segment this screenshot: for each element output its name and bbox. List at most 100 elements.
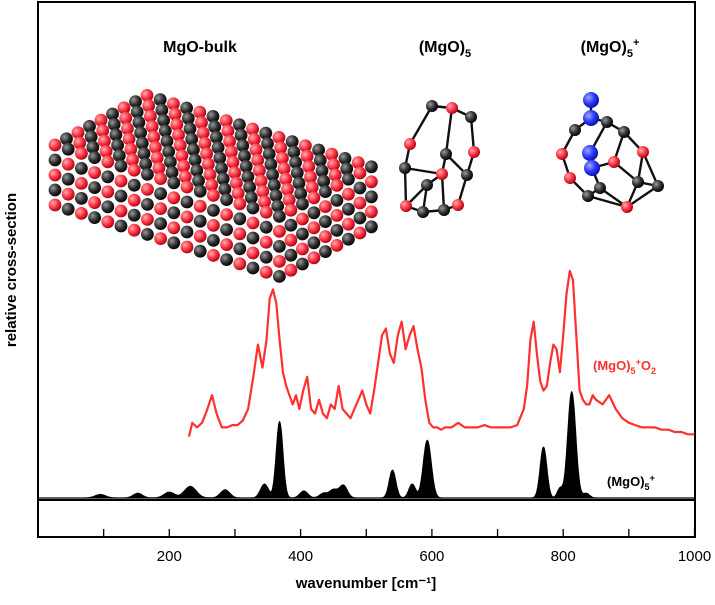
magnesium-atom (262, 147, 276, 161)
magnesium-atom (114, 159, 128, 173)
magnesium-atom (211, 141, 225, 155)
magnesium-atom (88, 181, 101, 195)
magnesium-atom (111, 138, 124, 152)
oxygen-atom (75, 177, 88, 190)
magnesium-atom (236, 139, 250, 153)
oxygen-atom (75, 207, 88, 220)
peak-point (542, 446, 545, 449)
bond (408, 105, 434, 145)
magnesium-atom (220, 193, 234, 207)
magnesium-atom (285, 135, 299, 149)
magnesium-atom (206, 110, 220, 123)
magnesium-atom (399, 162, 411, 174)
magnesium-atom (342, 232, 355, 246)
oxygen-atom (307, 221, 321, 235)
peak-point (278, 421, 281, 423)
magnesium-atom (183, 122, 197, 136)
magnesium-atom (207, 234, 220, 247)
magnesium-atom (421, 179, 433, 191)
peak-point (99, 493, 102, 496)
magnesium-atom (312, 143, 325, 157)
oxygen-atom (119, 111, 133, 125)
magnesium-atom (61, 172, 75, 186)
mgo5-cluster-image (399, 100, 480, 218)
magnesium-atom (234, 128, 248, 142)
magnesium-atom (246, 231, 260, 245)
oxygen-atom (328, 168, 342, 182)
oxygen-atom (221, 124, 235, 138)
peak-point (585, 492, 587, 495)
bond (440, 173, 446, 211)
magnesium-atom (207, 204, 220, 217)
magnesium-atom (440, 148, 452, 160)
oxygen-atom (71, 126, 85, 139)
oxygen-atom (307, 191, 321, 205)
magnesium-atom (215, 162, 228, 175)
magnesium-atom (153, 93, 167, 106)
magnesium-atom (465, 111, 477, 123)
magnesium-atom (269, 189, 283, 203)
magnesium-atom (330, 194, 344, 207)
oxygen-atom (256, 185, 270, 198)
magnesium-atom (155, 103, 169, 117)
magnesium-atom (317, 174, 331, 188)
magnesium-atom (192, 174, 205, 188)
oxygen-atom (258, 195, 271, 209)
oxygen-atom (154, 202, 168, 216)
magnesium-atom (461, 169, 473, 181)
oxygen-atom (96, 124, 110, 137)
oxygen-atom (88, 196, 101, 210)
magnesium-atom (319, 185, 332, 199)
magnesium-atom (233, 242, 247, 256)
plot-frame (37, 1, 696, 538)
oxygen-atom (121, 122, 134, 135)
magnesium-atom (267, 178, 281, 192)
magnesium-atom (353, 211, 367, 225)
magnesium-atom (167, 176, 181, 190)
magnesium-atom (239, 160, 253, 173)
oxygen-atom (205, 178, 219, 192)
magnesium-atom (238, 149, 251, 163)
oxygen-atom (251, 153, 265, 167)
oxygen-atom (353, 166, 367, 180)
oxygen-atom (351, 156, 365, 170)
oxygen-atom (446, 102, 458, 114)
oxygen-atom (273, 225, 286, 238)
oxygen-atom (207, 219, 220, 232)
oxygen-atom (48, 138, 62, 152)
peak-point (391, 469, 394, 472)
magnesium-atom (315, 164, 329, 178)
oxygen-atom (305, 181, 319, 194)
magnesium-atom (259, 220, 273, 234)
oxygen-atom (296, 242, 309, 256)
magnesium-atom (132, 116, 146, 129)
oxygen-atom (178, 170, 192, 184)
magnesium-atom (180, 225, 194, 239)
magnesium-atom (60, 132, 73, 146)
oxygen-atom (61, 187, 75, 201)
oxygen-atom (365, 175, 378, 189)
magnesium-atom (273, 210, 286, 223)
magnesium-atom (167, 206, 181, 220)
magnesium-atom (167, 236, 181, 250)
peak-point (342, 484, 345, 487)
magnesium-atom (127, 178, 141, 192)
oxygen-atom (154, 232, 168, 246)
magnesium-atom (417, 206, 429, 218)
magnesium-atom (154, 217, 168, 231)
oxygen-atom (274, 141, 288, 155)
oxygen-atom (200, 147, 214, 161)
magnesium-atom (154, 187, 168, 201)
peak-point (322, 492, 325, 495)
oxygen-atom (101, 185, 115, 199)
oxygen-atom (168, 107, 182, 121)
magnesium-atom (61, 142, 75, 156)
mgo-bulk-lattice-image (48, 89, 378, 283)
magnesium-atom (296, 197, 309, 211)
oxygen-atom (172, 128, 185, 142)
magnesium-atom (114, 219, 128, 233)
peak-point (137, 492, 139, 495)
oxygen-atom (246, 246, 260, 260)
peak-point (559, 488, 561, 490)
magnesium-atom (266, 168, 279, 182)
